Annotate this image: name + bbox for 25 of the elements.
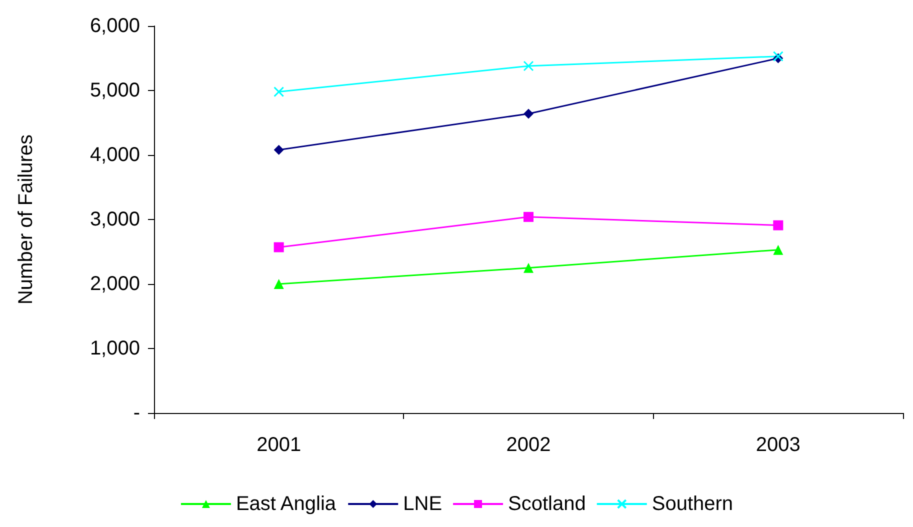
y-tick-label: 5,000 [90, 80, 140, 102]
legend-label: East Anglia [236, 493, 337, 515]
point [524, 262, 534, 273]
point [274, 242, 284, 252]
point [274, 279, 284, 289]
y-tick-label: 4,000 [90, 144, 140, 166]
point [274, 144, 284, 155]
point [274, 86, 284, 98]
x-tick-label: 2001 [256, 434, 302, 456]
x-tick-label: 2003 [756, 434, 800, 456]
point [524, 212, 534, 222]
y-tick-label: 6,000 [90, 15, 140, 37]
legend-label: LNE [403, 493, 442, 515]
y-axis-title: Number of Failures [15, 134, 37, 305]
y-tick-label: 2,000 [90, 273, 140, 295]
y-tick-label: 1,000 [90, 338, 140, 360]
point [524, 108, 534, 119]
x-tick-label: 2002 [506, 434, 551, 456]
point [773, 220, 784, 230]
legend-label: Southern [652, 493, 734, 515]
y-tick-label: - [133, 402, 140, 424]
point [773, 244, 784, 255]
y-tick-label: 3,000 [90, 208, 140, 230]
legend-label: Scotland [508, 493, 586, 515]
point [523, 60, 534, 72]
